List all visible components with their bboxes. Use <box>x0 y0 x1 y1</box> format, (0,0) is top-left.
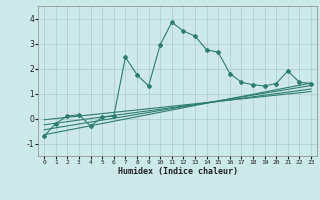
X-axis label: Humidex (Indice chaleur): Humidex (Indice chaleur) <box>118 167 238 176</box>
